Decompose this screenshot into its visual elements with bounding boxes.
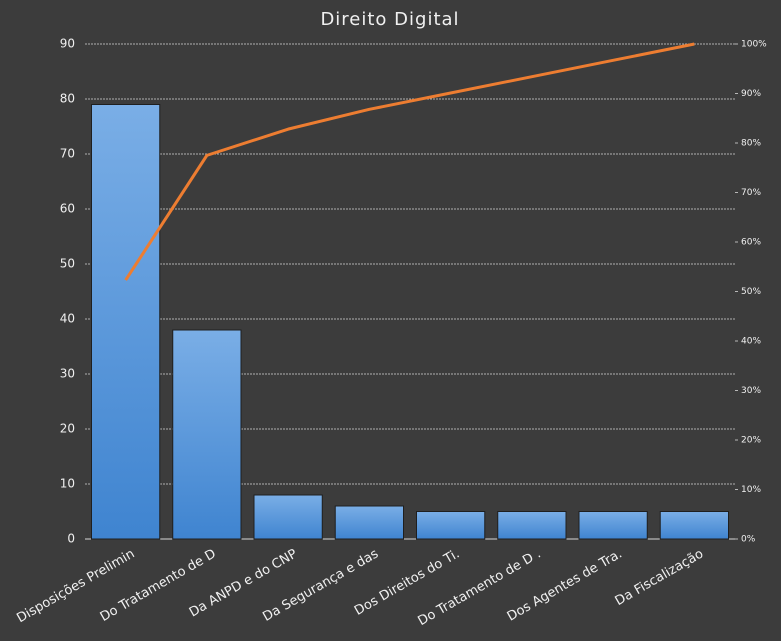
- y2-tick-label: 60%: [741, 238, 761, 248]
- y2-tick-label: 0%: [741, 535, 756, 545]
- y-tick-label: 10: [60, 477, 75, 491]
- y-tick-label: 0: [67, 532, 75, 546]
- y2-tick-label: 80%: [741, 139, 761, 149]
- y2-tick-label: 40%: [741, 337, 761, 347]
- y-tick-label: 30: [60, 367, 75, 381]
- y-tick-label: 60: [60, 202, 75, 216]
- y2-tick-label: 70%: [741, 188, 761, 198]
- y2-tick-label: 30%: [741, 386, 761, 396]
- y-tick-label: 20: [60, 422, 75, 436]
- cumulative-line: [124, 42, 695, 281]
- bar: [578, 511, 648, 540]
- y2-tick-label: 50%: [741, 287, 761, 297]
- y2-tick-label: 100%: [741, 40, 767, 50]
- y-tick-label: 90: [60, 37, 75, 51]
- y-tick-label: 70: [60, 147, 75, 161]
- y2-tick-label: 20%: [741, 436, 761, 446]
- bar: [172, 329, 242, 540]
- bar: [334, 505, 404, 540]
- chart-title: Direito Digital: [320, 9, 459, 30]
- bar: [253, 494, 323, 540]
- y-tick-label: 40: [60, 312, 75, 326]
- y-tick-label: 80: [60, 92, 75, 106]
- y-tick-label: 50: [60, 257, 75, 271]
- bar: [91, 104, 161, 540]
- y2-tick-label: 90%: [741, 89, 761, 99]
- y2-tick-label: 10%: [741, 485, 761, 495]
- bar: [497, 511, 567, 540]
- bar: [416, 511, 486, 540]
- bar: [659, 511, 729, 540]
